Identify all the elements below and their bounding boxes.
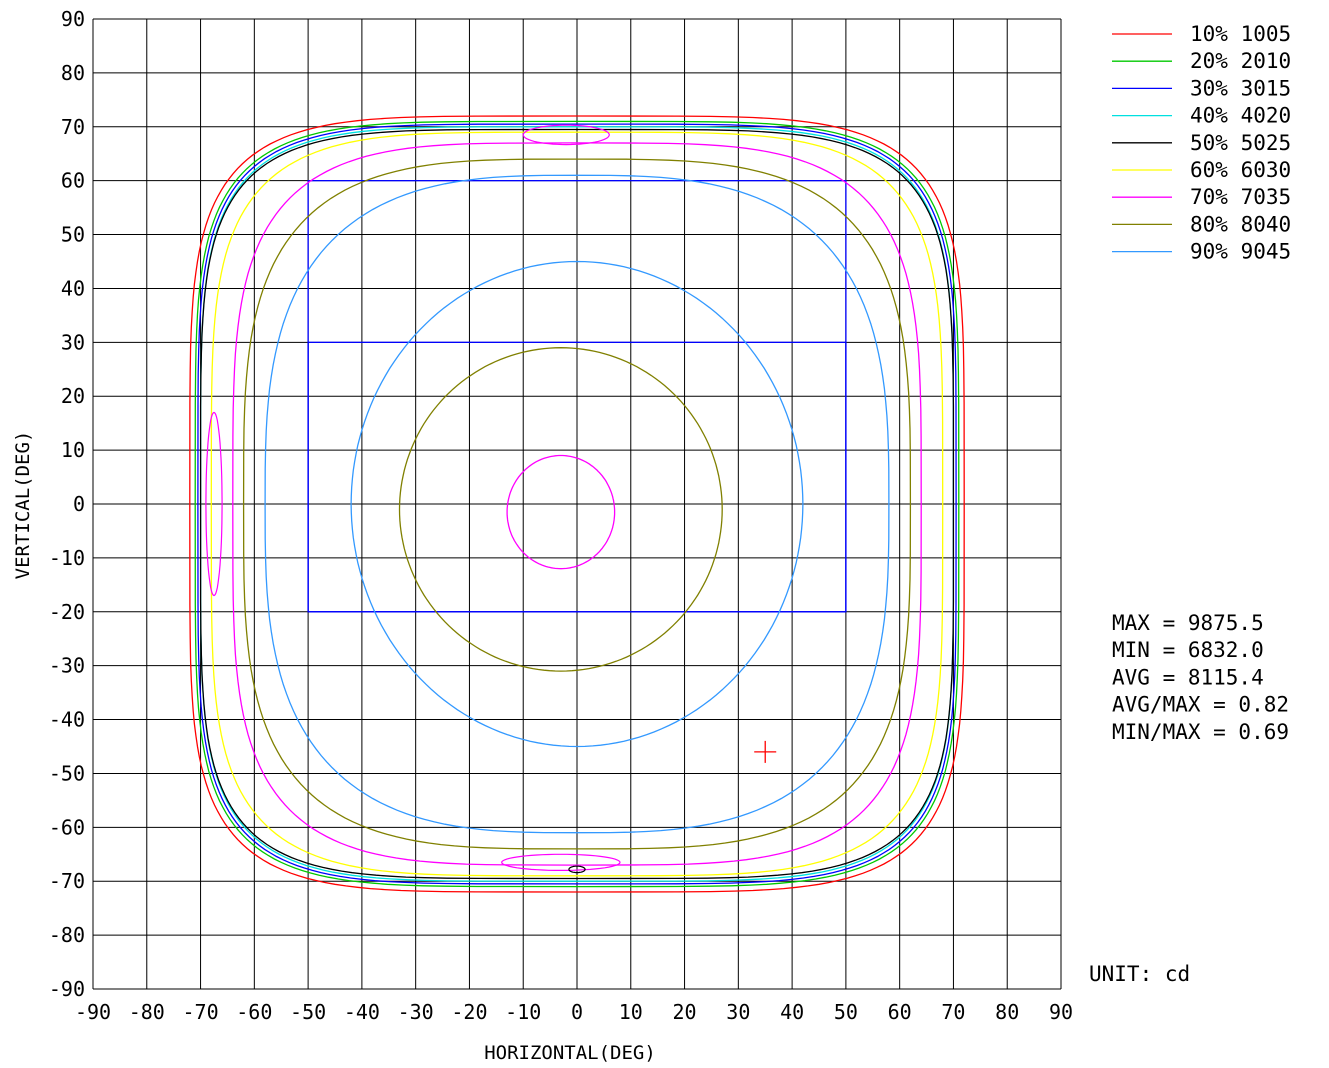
max-marker [754,740,777,763]
x-axis-label: HORIZONTAL(DEG) [484,1042,656,1064]
statistics-panel: MAX = 9875.5 MIN = 6832.0 AVG = 8115.4 AVG/… [1112,611,1289,744]
contour-5025 [199,128,955,880]
x-tick-label: 0 [571,1000,583,1024]
y-tick-label: -20 [49,600,85,624]
stat-line: MIN = 6832.0 [1112,638,1264,662]
contour-loop [522,124,610,146]
y-tick-label: 70 [61,115,85,139]
target-rectangle [307,180,847,613]
y-tick-label: -10 [49,546,85,570]
x-tick-label: 80 [995,1000,1019,1024]
legend-entry: 90% 9045 [1190,240,1291,264]
contour-3015 [197,123,957,885]
contour-9045 [264,174,890,834]
inner-contour-7035 [506,454,616,570]
legend-entry: 10% 1005 [1190,22,1291,46]
stat-line: AVG/MAX = 0.82 [1112,693,1289,717]
legend-entry: 80% 8040 [1190,212,1291,236]
axis-tick-labels: -90 -80 -70 -60 -50 -40 -30 -20 -10 0 10 20 30 40 50 60… [49,7,1073,1024]
x-tick-label: -60 [236,1000,272,1024]
contour-8040 [242,158,912,850]
x-tick-label: 30 [726,1000,750,1024]
contour-loop [568,865,586,874]
y-tick-label: 50 [61,223,85,247]
y-tick-label: -80 [49,923,85,947]
y-tick-label: -60 [49,815,85,839]
y-tick-label: -40 [49,708,85,732]
legend-entry: 60% 6030 [1190,158,1291,182]
stat-line: AVG = 8115.4 [1112,665,1264,689]
y-tick-label: 90 [61,7,85,31]
contour-1005 [189,115,965,893]
y-tick-label: 80 [61,61,85,85]
target-rectangles [307,180,847,613]
x-tick-label: -40 [344,1000,380,1024]
x-tick-label: -70 [182,1000,218,1024]
y-tick-label: 30 [61,330,85,354]
x-tick-label: 70 [941,1000,965,1024]
legend-entry: 30% 3015 [1190,76,1291,100]
x-tick-label: -20 [451,1000,487,1024]
x-tick-label: 20 [673,1000,697,1024]
contour-7035 [232,142,922,866]
grid-lines [92,18,1062,990]
x-tick-label: -50 [290,1000,326,1024]
y-tick-label: 10 [61,438,85,462]
y-tick-label: 20 [61,384,85,408]
y-tick-label: -90 [49,977,85,1001]
x-tick-label: 40 [780,1000,804,1024]
contour-2010 [194,120,960,888]
contour-loop [501,853,621,871]
unit-label: UNIT: cd [1089,962,1190,986]
stat-line: MIN/MAX = 0.69 [1112,720,1289,744]
legend-entry: 40% 4020 [1190,104,1291,128]
y-tick-label: -70 [49,869,85,893]
contour-loop [205,411,223,597]
y-tick-label: -50 [49,761,85,785]
y-tick-label: -30 [49,654,85,678]
x-tick-label: 60 [888,1000,912,1024]
inner-contour-9045 [350,260,804,748]
y-tick-label: 60 [61,169,85,193]
y-axis-label: VERTICAL(DEG) [12,431,34,580]
inner-contour-8040 [398,347,723,672]
x-tick-label: -30 [398,1000,434,1024]
legend-entry: 20% 2010 [1190,49,1291,73]
x-tick-label: 50 [834,1000,858,1024]
y-tick-label: 40 [61,276,85,300]
contour-lines [189,115,965,893]
x-tick-label: 10 [619,1000,643,1024]
legend: 10% 1005 20% 2010 30% 3015 40% 4020 50% 5025… [1112,22,1291,264]
x-tick-label: -80 [129,1000,165,1024]
y-tick-label: 0 [73,492,85,516]
legend-entry: 50% 5025 [1190,131,1291,155]
x-tick-label: -90 [75,1000,111,1024]
x-tick-label: -10 [505,1000,541,1024]
legend-entry: 70% 7035 [1190,185,1291,209]
contour-6030 [210,131,944,877]
stat-line: MAX = 9875.5 [1112,611,1264,635]
x-tick-label: 90 [1049,1000,1073,1024]
